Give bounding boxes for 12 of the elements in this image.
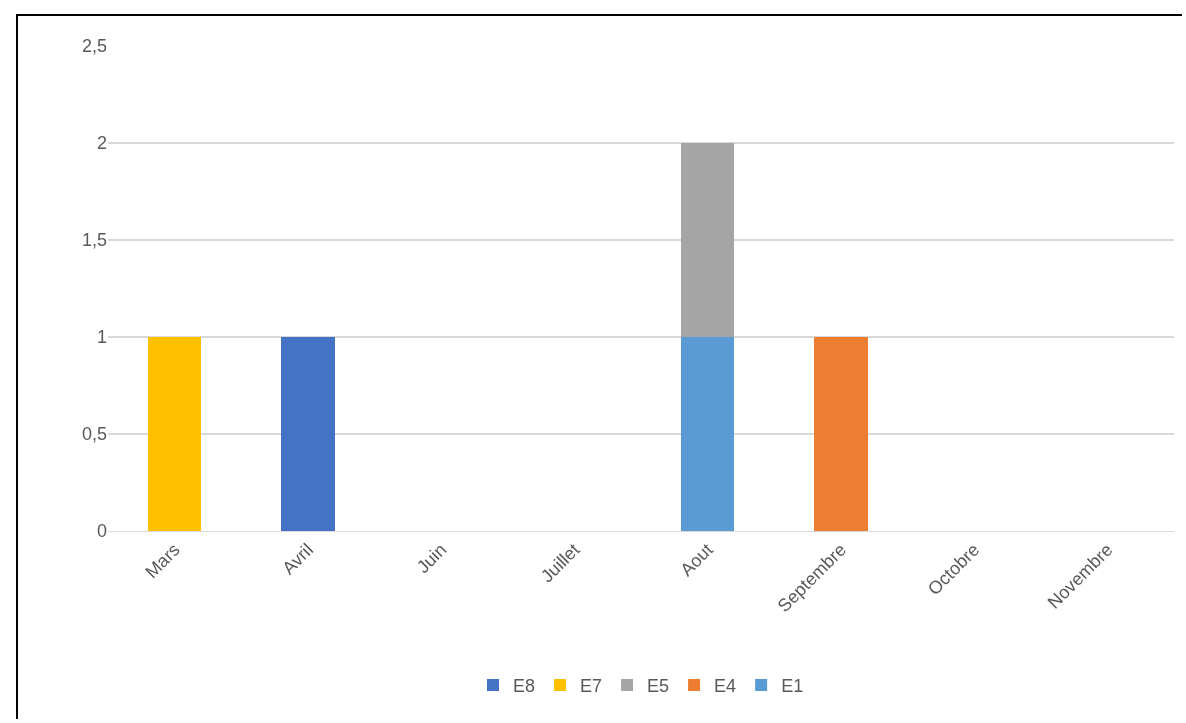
y-tick-label: 2 <box>96 133 107 154</box>
x-tick-label: Juin <box>412 539 451 578</box>
legend-label: E4 <box>714 676 737 697</box>
legend-label: E7 <box>580 676 603 697</box>
y-tick-label: 0,5 <box>81 424 107 445</box>
legend-label: E1 <box>781 676 804 697</box>
y-tick-label: 1,5 <box>81 230 107 251</box>
y-tick-label: 2,5 <box>81 36 107 57</box>
y-tick-label: 1 <box>96 327 107 348</box>
legend-label: E5 <box>647 676 670 697</box>
legend-label: E8 <box>513 676 536 697</box>
y-tick-label: 0 <box>96 521 107 542</box>
